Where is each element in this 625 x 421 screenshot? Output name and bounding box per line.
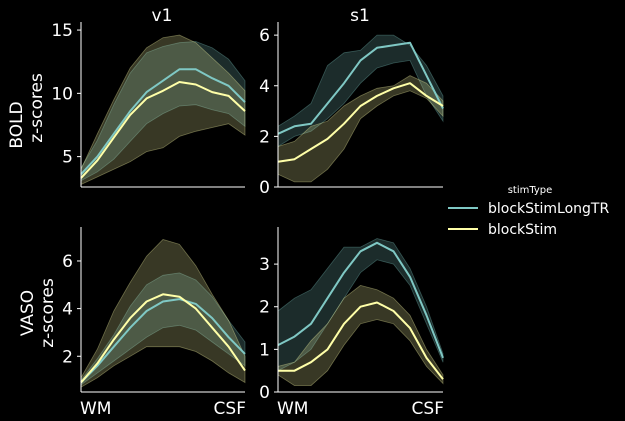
y-tick-label: 2 [259, 127, 270, 147]
y-tick-label: 5 [62, 148, 73, 168]
y-tick-label: 0 [259, 383, 270, 403]
ci-band-blockStim [277, 284, 444, 386]
y-tick-label: 6 [62, 252, 73, 272]
y-tick-label: 10 [51, 84, 73, 104]
series-line-blockStim [80, 293, 246, 384]
series-line-blockStim [80, 81, 246, 179]
series-line-blockStim [278, 301, 444, 380]
ci-band-blockStimLongTR [277, 34, 444, 148]
x-tick-label-csf: CSF [412, 399, 444, 419]
x-tick-label-csf: CSF [214, 399, 246, 419]
series-line-blockStimLongTR [277, 241, 444, 359]
x-tick-label-wm: WM [80, 399, 111, 419]
row-label-vaso-unit: z-scores [38, 278, 58, 348]
y-tick-label: 2 [62, 347, 73, 367]
ci-band-blockStimLongTR [80, 272, 246, 386]
panel-0-0: 5 10 15 [51, 21, 246, 188]
y-tick-label: 6 [259, 26, 270, 46]
panel-1-1: 0 1 2 3 WM CSF [259, 227, 444, 419]
ci-band-blockStimLongTR [277, 238, 444, 372]
y-tick-label: 1 [259, 340, 270, 360]
panel-0-1: 0 2 4 6 [259, 22, 444, 198]
y-tick-label: 15 [51, 21, 73, 41]
row-label-bold: BOLD [7, 101, 27, 148]
panel-1-0: 2 4 6 WM CSF [62, 227, 246, 419]
legend-label-blockstim: blockStim [488, 222, 557, 238]
legend-label-longtr: blockStimLongTR [488, 201, 609, 217]
panels-layer: 5 10 15 0 2 4 6 2 4 6 WM CSF 0 1 2 3 WM CSF [51, 21, 444, 419]
legend-title: stimType [508, 185, 553, 196]
y-tick-label: 4 [259, 77, 270, 97]
ci-band-blockStim [277, 75, 444, 183]
row-label-bold-unit: z-scores [27, 73, 47, 143]
row-label-vaso: VASO [18, 290, 38, 336]
col-title-s1: s1 [350, 6, 370, 26]
series-line-blockStim [277, 82, 444, 163]
col-title-v1: v1 [152, 6, 173, 26]
series-line-blockStimLongTR [80, 68, 246, 175]
y-tick-label: 4 [62, 300, 73, 320]
ci-band-blockStim [80, 34, 246, 186]
x-tick-label-wm: WM [277, 399, 308, 419]
y-tick-label: 3 [259, 255, 270, 275]
series-line-blockStimLongTR [277, 41, 444, 135]
y-tick-label: 0 [259, 178, 270, 198]
series-line-blockStimLongTR [80, 298, 246, 384]
ci-band-blockStimLongTR [80, 41, 246, 182]
ci-band-blockStim [80, 239, 246, 388]
y-tick-label: 2 [259, 298, 270, 318]
legend: stimType blockStimLongTR blockStim [448, 185, 609, 238]
